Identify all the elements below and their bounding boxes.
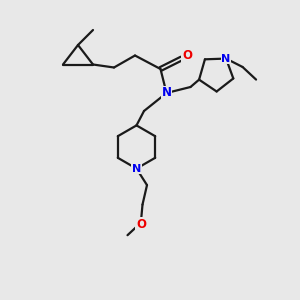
Text: O: O xyxy=(182,49,192,62)
Text: N: N xyxy=(221,54,231,64)
Text: O: O xyxy=(136,218,146,231)
Text: N: N xyxy=(132,164,141,174)
Text: N: N xyxy=(161,86,172,100)
